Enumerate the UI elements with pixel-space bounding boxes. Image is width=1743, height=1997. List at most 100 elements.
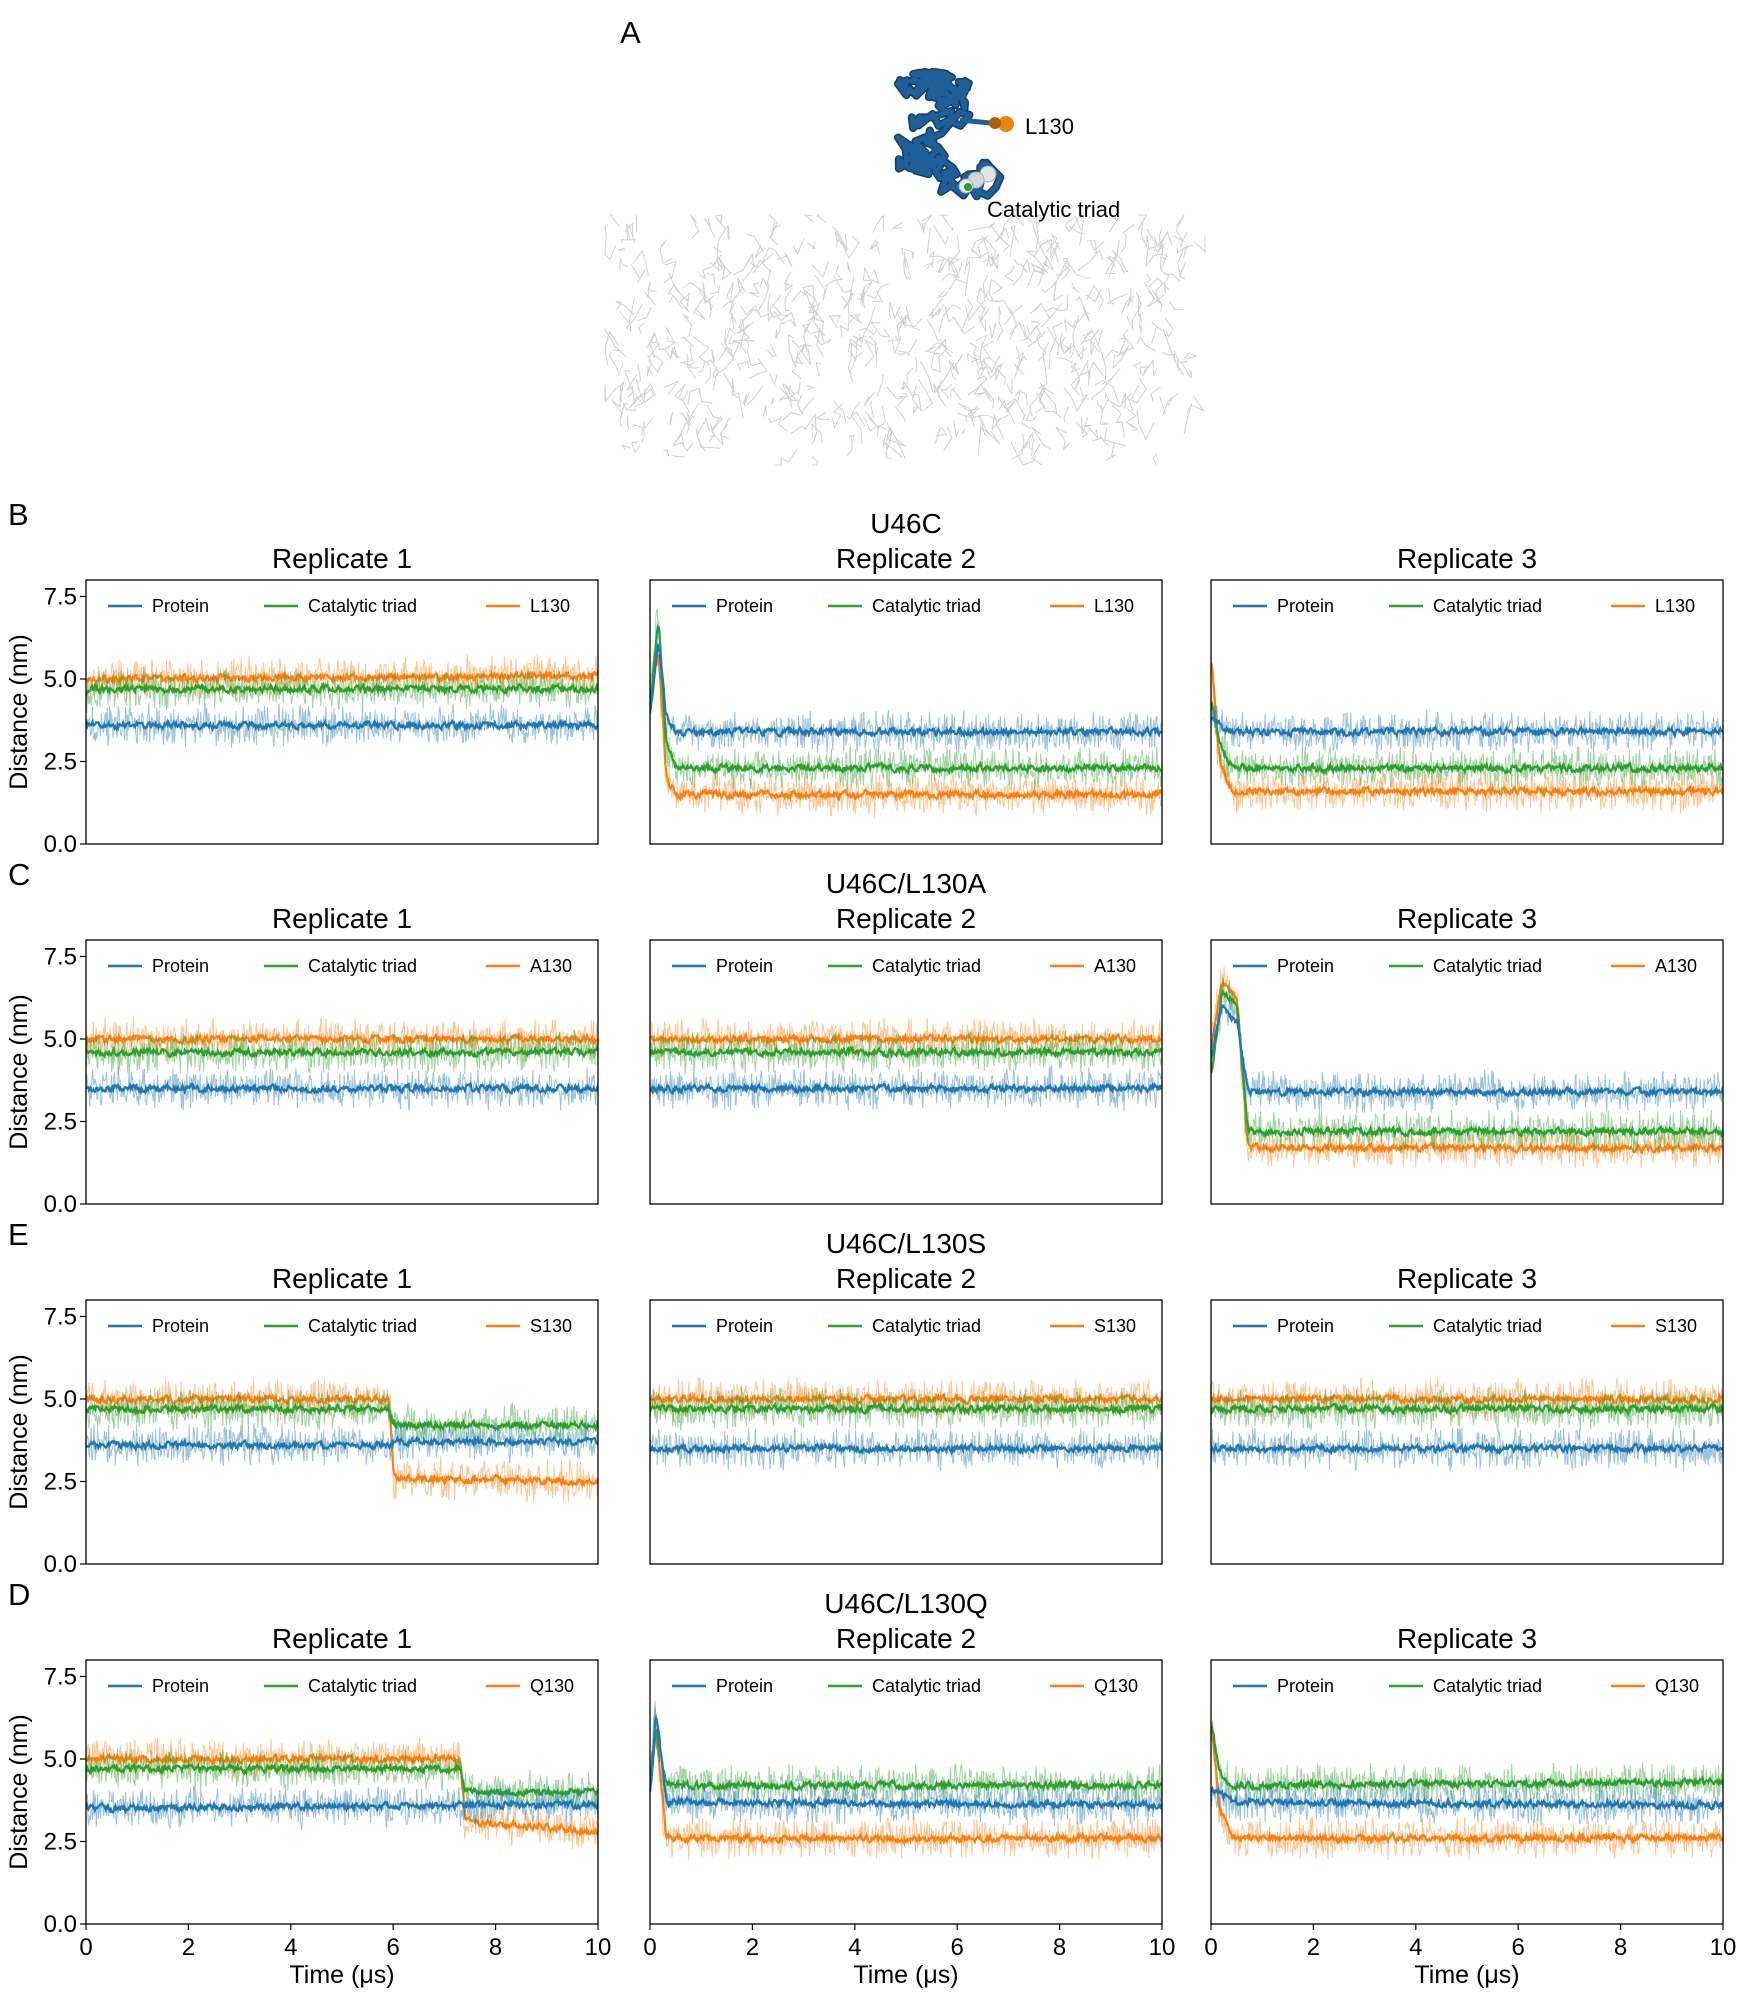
replicate-title: Replicate 1 xyxy=(272,543,412,574)
series-line-catalytic-triad xyxy=(1211,1724,1723,1792)
legend-label: Protein xyxy=(152,1676,209,1696)
series-raw-catalytic-triad xyxy=(650,1707,1162,1808)
x-tick-label: 6 xyxy=(1512,1934,1525,1961)
y-tick-label: 2.5 xyxy=(44,1829,77,1856)
panel-letter-d: D xyxy=(8,1577,30,1612)
axes-frame xyxy=(649,939,1163,1205)
legend-label: A130 xyxy=(1655,956,1697,976)
y-axis: 0.0 2.5 5.0 7.5 Distance (nm) xyxy=(5,1304,86,1578)
legend-label: Protein xyxy=(716,596,773,616)
replicate-panel-1: Replicate 1 Protein Catalytic triad S130 0.0… xyxy=(5,1263,599,1578)
y-tick-label: 2.5 xyxy=(44,1469,77,1496)
chart-row-c: C U46C/L130A Replicate 1 Protein Catalytic t… xyxy=(5,857,1724,1218)
legend-label: A130 xyxy=(1094,956,1136,976)
y-tick-label: 0.0 xyxy=(44,1911,77,1938)
legend-label: Protein xyxy=(152,596,209,616)
series-line-protein xyxy=(650,1714,1162,1813)
system-title: U46C xyxy=(870,508,942,539)
replicate-panel-2: Replicate 2 Protein Catalytic triad S130 xyxy=(649,1263,1163,1565)
series-raw-q130 xyxy=(86,1737,598,1849)
y-tick-label: 7.5 xyxy=(44,1304,77,1331)
legend-label: Protein xyxy=(152,1316,209,1336)
axes-frame xyxy=(85,579,599,845)
replicate-panel-1: Replicate 1 Protein Catalytic triad Q130 0.0… xyxy=(5,1623,611,1989)
legend-label: S130 xyxy=(1094,1316,1136,1336)
series-raw-s130 xyxy=(650,1377,1162,1421)
x-axis-label: Time (μs) xyxy=(1414,1961,1519,1989)
series-raw-protein xyxy=(86,1066,598,1111)
series-line-protein xyxy=(1211,1785,1723,1812)
protein-backbone xyxy=(895,69,1003,199)
residue-bead-2 xyxy=(989,117,1001,129)
series-lines xyxy=(1211,1377,1723,1472)
series-raw-protein xyxy=(1211,997,1723,1114)
legend-label: L130 xyxy=(1655,596,1695,616)
series-raw-catalytic-triad xyxy=(1211,977,1723,1155)
x-tick-label: 4 xyxy=(848,1934,861,1961)
series-line-catalytic-triad xyxy=(1211,701,1723,776)
x-tick-label: 8 xyxy=(1614,1934,1627,1961)
x-tick-label: 6 xyxy=(387,1934,400,1961)
series-line-a130 xyxy=(86,1031,598,1047)
series-raw-a130 xyxy=(86,1016,598,1062)
series-lines xyxy=(1211,1720,1723,1861)
legend-label: L130 xyxy=(530,596,570,616)
series-lines xyxy=(650,1016,1162,1111)
legend-label: Catalytic triad xyxy=(1433,956,1542,976)
legend-label: Q130 xyxy=(530,1676,574,1696)
y-axis: 0.0 2.5 5.0 7.5 Distance (nm) xyxy=(5,1664,86,1938)
legend: Protein Catalytic triad A130 xyxy=(672,956,1136,976)
x-axis-label: Time (μs) xyxy=(289,1961,394,1989)
replicate-panel-3: Replicate 3 Protein Catalytic triad A130 xyxy=(1210,903,1724,1205)
panel-letter-e: E xyxy=(8,1217,29,1252)
series-raw-catalytic-triad xyxy=(1211,706,1723,790)
legend-label: S130 xyxy=(1655,1316,1697,1336)
y-tick-label: 5.0 xyxy=(44,1386,77,1413)
series-line-l130 xyxy=(1211,662,1723,799)
x-axis: 0 2 4 6 8 10 Time (μs) xyxy=(1204,1924,1736,1989)
legend: Protein Catalytic triad Q130 xyxy=(672,1676,1138,1696)
series-line-l130 xyxy=(650,654,1162,802)
legend: Protein Catalytic triad L130 xyxy=(672,596,1134,616)
legend: Protein Catalytic triad L130 xyxy=(108,596,570,616)
series-line-catalytic-triad xyxy=(650,1727,1162,1793)
axes-frame xyxy=(85,1299,599,1565)
axes-frame xyxy=(1210,1299,1724,1565)
replicate-title: Replicate 2 xyxy=(836,1263,976,1294)
legend-label: Catalytic triad xyxy=(308,1316,417,1336)
series-raw-catalytic-triad xyxy=(650,608,1162,791)
y-axis-label: Distance (nm) xyxy=(5,1354,33,1510)
membrane-image xyxy=(604,213,1206,466)
series-line-protein xyxy=(1211,1003,1723,1099)
replicate-panel-2: Replicate 2 Protein Catalytic triad Q130 0 2 4… xyxy=(643,1623,1175,1989)
legend-label: Catalytic triad xyxy=(1433,1676,1542,1696)
series-raw-catalytic-triad xyxy=(86,1387,598,1448)
series-line-catalytic-triad xyxy=(1211,1401,1723,1417)
system-title: U46C/L130S xyxy=(826,1228,986,1259)
axes-frame xyxy=(649,579,1163,845)
series-line-protein xyxy=(650,641,1162,739)
series-line-protein xyxy=(1211,716,1723,740)
legend: Protein Catalytic triad A130 xyxy=(108,956,572,976)
series-line-s130 xyxy=(1211,1392,1723,1407)
x-tick-label: 8 xyxy=(489,1934,502,1961)
chart-row-e: E U46C/L130S Replicate 1 Protein Catalytic t… xyxy=(5,1217,1724,1578)
series-raw-protein xyxy=(650,1064,1162,1111)
legend-label: Protein xyxy=(716,956,773,976)
y-tick-label: 2.5 xyxy=(44,1109,77,1136)
replicate-title: Replicate 1 xyxy=(272,1623,412,1654)
series-raw-catalytic-triad xyxy=(86,1747,598,1813)
series-line-protein xyxy=(86,1798,598,1815)
series-lines xyxy=(1211,966,1723,1169)
series-lines xyxy=(650,608,1162,818)
series-line-s130 xyxy=(650,1391,1162,1406)
series-line-l130 xyxy=(86,669,598,686)
y-tick-label: 7.5 xyxy=(44,944,77,971)
series-line-catalytic-triad xyxy=(1211,987,1723,1139)
x-tick-label: 10 xyxy=(1710,1934,1737,1961)
series-lines xyxy=(86,1378,598,1503)
y-axis-label: Distance (nm) xyxy=(5,1714,33,1870)
replicate-panel-3: Replicate 3 Protein Catalytic triad Q130 0 2 4… xyxy=(1204,1623,1736,1989)
triad-label: Catalytic triad xyxy=(987,197,1120,222)
